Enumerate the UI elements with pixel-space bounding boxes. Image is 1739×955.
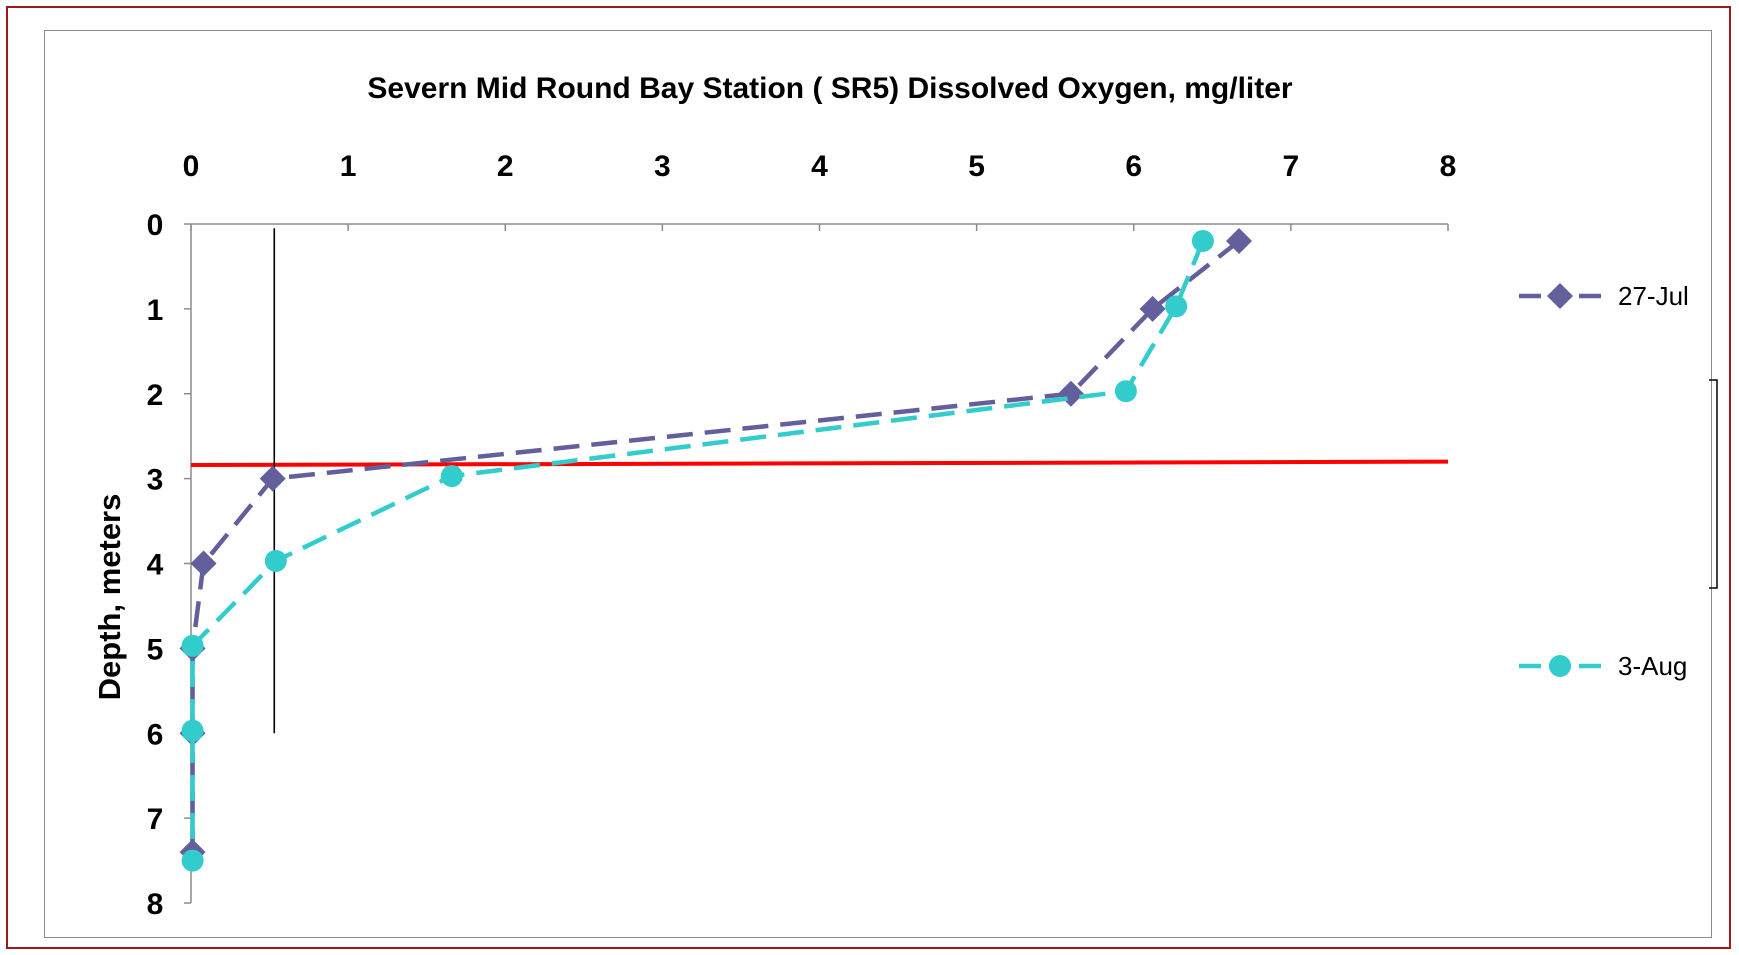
- y-tick-label: 5: [147, 633, 164, 666]
- chart-title: Severn Mid Round Bay Station ( SR5) Diss…: [367, 72, 1293, 105]
- x-tick-label: 7: [1283, 150, 1300, 183]
- y-axis-label: Depth, meters: [92, 494, 127, 701]
- data-point: [181, 849, 204, 872]
- x-tick-label: 5: [968, 150, 985, 183]
- data-point: [1139, 295, 1166, 322]
- axes: [184, 223, 1449, 904]
- y-tick-label: 8: [147, 888, 164, 921]
- data-point: [1114, 380, 1137, 403]
- legend-label: 3-Aug: [1618, 651, 1687, 681]
- x-tick-label: 8: [1440, 150, 1457, 183]
- series-group: [179, 227, 1253, 872]
- legend-marker: [1549, 655, 1571, 677]
- x-axis-ticks: 0 1 2 3 4 5 6 7 8: [183, 150, 1457, 183]
- y-tick-label: 7: [147, 803, 164, 836]
- x-tick-label: 3: [654, 150, 671, 183]
- y-tick-label: 1: [147, 294, 164, 327]
- x-tick-label: 6: [1125, 150, 1142, 183]
- data-point: [259, 465, 286, 492]
- x-tick-label: 0: [183, 150, 200, 183]
- pycnocline-line: [190, 459, 1449, 468]
- legend-marker: [1547, 283, 1573, 309]
- series-line: [190, 239, 1241, 853]
- y-tick-label: 3: [147, 464, 164, 497]
- y-tick-label: 6: [147, 718, 164, 751]
- legend-bracket: [1709, 379, 1718, 589]
- figure-frame: [6, 6, 1731, 949]
- series-3-Aug: [181, 229, 1214, 872]
- data-point: [181, 719, 204, 742]
- x-tick-label: 2: [497, 150, 514, 183]
- series-line: [190, 240, 1205, 861]
- data-point: [1226, 227, 1253, 254]
- chart-area-border: [44, 30, 1712, 938]
- legend-item: 27-Jul: [1519, 281, 1689, 311]
- data-point: [181, 634, 204, 657]
- legend-item: 3-Aug: [1519, 651, 1687, 681]
- y-tick-label: 4: [147, 549, 164, 582]
- legend: 27-Jul 3-Aug: [1519, 281, 1689, 681]
- y-axis-ticks: 0 1 2 3 4 5 6 7 8: [147, 209, 164, 921]
- data-point: [1165, 295, 1188, 318]
- x-tick-label: 1: [340, 150, 357, 183]
- data-point: [1191, 229, 1214, 252]
- y-tick-label: 0: [147, 209, 164, 242]
- data-point: [440, 465, 463, 488]
- y-tick-label: 2: [147, 379, 164, 412]
- reference-lines: [190, 228, 1449, 734]
- data-point: [264, 549, 287, 572]
- data-point: [190, 550, 217, 577]
- series-27-Jul: [179, 227, 1253, 866]
- x-tick-label: 4: [811, 150, 828, 183]
- legend-label: 27-Jul: [1618, 281, 1689, 311]
